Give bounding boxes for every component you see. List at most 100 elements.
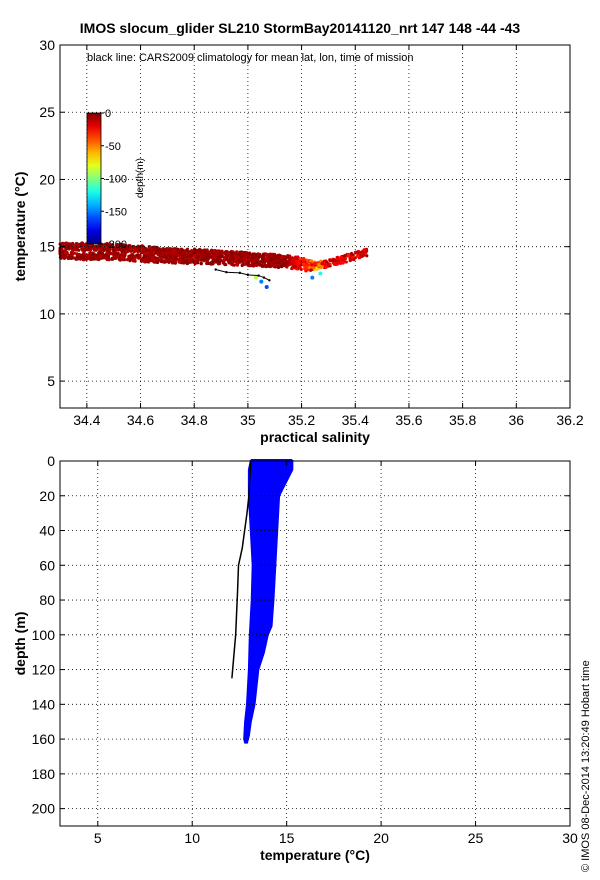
ts-data-point bbox=[276, 258, 280, 263]
ts-data-point bbox=[217, 252, 221, 256]
profile-ytick-label: 0 bbox=[47, 453, 55, 469]
ts-data-point bbox=[195, 257, 199, 261]
ts-data-point bbox=[160, 252, 164, 257]
ts-data-point bbox=[332, 261, 336, 265]
ts-data-point bbox=[127, 245, 131, 249]
ts-ylabel: temperature (°C) bbox=[12, 172, 28, 282]
ts-data-point bbox=[246, 261, 251, 265]
colorbar-tick-label: -100 bbox=[105, 174, 127, 186]
profile-xtick-label: 30 bbox=[562, 830, 578, 846]
ts-data-point bbox=[67, 255, 71, 259]
ts-data-point bbox=[306, 259, 310, 263]
profile-axes bbox=[60, 460, 571, 826]
ts-data-point bbox=[162, 259, 166, 263]
ts-data-point bbox=[280, 255, 284, 260]
ts-data-point bbox=[234, 257, 239, 261]
ts-data-point bbox=[335, 261, 339, 265]
ts-data-point bbox=[60, 247, 64, 251]
ts-data-point bbox=[99, 247, 104, 251]
profile-xtick-label: 20 bbox=[373, 830, 389, 846]
ts-data-point bbox=[295, 256, 299, 260]
ts-data-point bbox=[308, 259, 313, 263]
ts-data-point bbox=[225, 257, 229, 261]
ts-data-point bbox=[109, 257, 114, 261]
ts-data-point bbox=[332, 259, 336, 263]
ts-xtick-label: 35.2 bbox=[288, 412, 315, 428]
ts-data-point bbox=[120, 247, 124, 252]
profile-observations bbox=[243, 460, 294, 744]
ts-data-point bbox=[231, 263, 236, 267]
profile-ytick-label: 40 bbox=[39, 523, 55, 539]
ts-data-point bbox=[132, 250, 136, 254]
ts-data-point bbox=[195, 252, 199, 256]
ts-climatology-point bbox=[238, 271, 242, 275]
ts-data-point bbox=[228, 261, 232, 265]
ts-data-point bbox=[74, 257, 78, 261]
ts-data-point bbox=[188, 257, 192, 261]
ts-data-point bbox=[174, 260, 178, 264]
ts-data-point bbox=[217, 249, 221, 253]
ts-data-point bbox=[116, 254, 120, 259]
ts-data-point bbox=[83, 243, 87, 247]
ts-data-point bbox=[346, 252, 350, 257]
ts-climatology-point bbox=[262, 276, 266, 279]
ts-data-point bbox=[201, 254, 205, 258]
ts-plot-frame bbox=[59, 44, 571, 409]
colorbar-label: depth(m) bbox=[135, 158, 146, 198]
ts-data-point bbox=[107, 242, 112, 246]
ts-data-point bbox=[365, 254, 369, 258]
ts-data-point bbox=[216, 258, 220, 262]
ts-data-point bbox=[240, 263, 244, 268]
ts-data-point bbox=[180, 248, 184, 252]
profile-xlabel: temperature (°C) bbox=[260, 847, 370, 863]
ts-data-point bbox=[335, 255, 339, 260]
colorbar-tick-label: 0 bbox=[105, 108, 111, 120]
ts-data-point bbox=[267, 264, 271, 268]
ts-data-point bbox=[120, 255, 124, 260]
ts-data-point bbox=[71, 256, 75, 260]
colorbar-tick-label: -150 bbox=[105, 206, 127, 218]
ts-data-point bbox=[261, 254, 265, 258]
ts-data-point bbox=[184, 248, 188, 253]
profile-ytick-label: 20 bbox=[39, 488, 55, 504]
ts-data-point bbox=[136, 254, 140, 258]
ts-data-point bbox=[145, 249, 149, 253]
ts-annotation: black line: CARS2009 climatology for mea… bbox=[87, 52, 413, 64]
ts-data-point bbox=[261, 264, 265, 268]
ts-data-point bbox=[209, 253, 213, 257]
ts-data-point bbox=[107, 258, 111, 262]
ts-data-point bbox=[84, 253, 89, 257]
ts-data-point bbox=[97, 244, 101, 248]
ts-data-point bbox=[103, 253, 107, 257]
ts-data-point bbox=[97, 257, 101, 262]
ts-data-point bbox=[72, 251, 76, 255]
profile-ytick-label: 100 bbox=[32, 627, 56, 643]
ts-data-point bbox=[243, 262, 247, 266]
ts-data-point bbox=[328, 259, 332, 263]
ts-ytick-label: 20 bbox=[39, 171, 55, 187]
ts-climatology-point bbox=[246, 273, 250, 277]
ts-data-point bbox=[190, 249, 194, 254]
ts-data-point bbox=[304, 263, 308, 267]
ts-data-point bbox=[341, 261, 345, 265]
ts-data-point bbox=[63, 250, 67, 255]
ts-xtick-label: 35.6 bbox=[395, 412, 422, 428]
ts-data-point bbox=[362, 253, 366, 257]
ts-data-point bbox=[310, 263, 314, 267]
ts-data-point bbox=[117, 245, 121, 250]
ts-data-point bbox=[62, 241, 66, 246]
ts-data-point bbox=[212, 259, 216, 263]
profile-ytick-label: 180 bbox=[32, 766, 56, 782]
ts-data-point bbox=[272, 259, 276, 263]
ts-data-point bbox=[75, 246, 79, 251]
ts-data-point bbox=[94, 244, 98, 248]
ts-deep-point bbox=[264, 285, 269, 289]
ts-data-point bbox=[126, 258, 130, 262]
ts-data-point bbox=[283, 257, 287, 262]
ts-data-point bbox=[133, 259, 137, 263]
ts-data-point bbox=[184, 259, 188, 263]
ts-data-point bbox=[138, 249, 142, 253]
ts-data-point bbox=[196, 261, 200, 265]
ts-xtick-label: 36.2 bbox=[556, 412, 583, 428]
ts-data-point bbox=[198, 254, 202, 259]
